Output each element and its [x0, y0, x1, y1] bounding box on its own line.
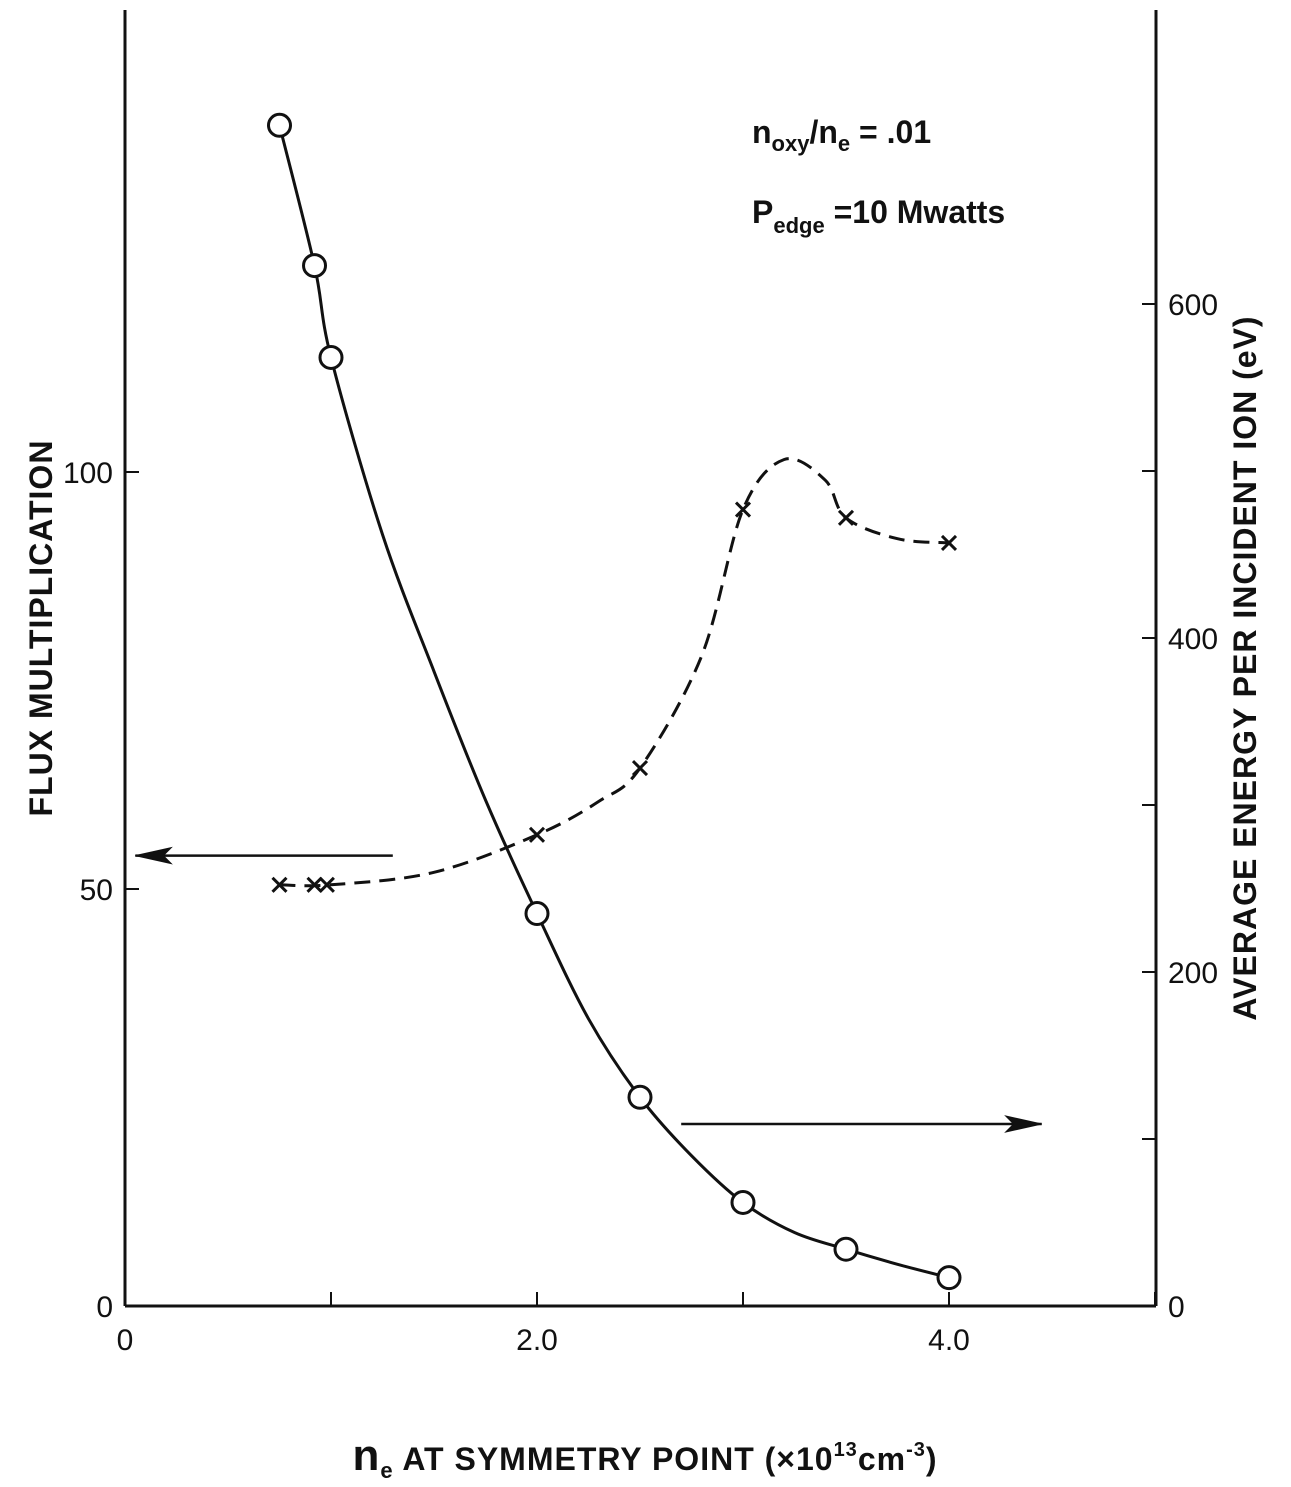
annotation-edge-power: Pedge =10 Mwatts	[752, 194, 1005, 238]
x-tick-label-2: 2.0	[516, 1324, 558, 1357]
anno-p: P	[752, 194, 773, 230]
arrow-0-head	[135, 846, 173, 865]
y-left-tick-label-1: 50	[80, 874, 113, 907]
anno-ratio-value: = .01	[850, 114, 931, 150]
x-axis-title-exp2: -3	[906, 1439, 926, 1461]
series-1-point-7	[936, 1265, 962, 1291]
y-right-tick-label-0: 0	[1168, 1291, 1185, 1324]
series-0-point-4	[631, 760, 649, 777]
series-1-point-4	[627, 1084, 653, 1110]
series-0-point-6	[837, 509, 855, 526]
series-markers	[267, 112, 962, 1291]
x-axis-title-exp1: 13	[834, 1439, 858, 1461]
anno-oxy-sub: oxy	[772, 131, 811, 156]
axis-arrows	[135, 846, 1042, 1133]
x-axis-title-unit: cm	[858, 1441, 906, 1477]
series-1-point-0	[267, 112, 292, 138]
y-right-axis-title: AVERAGE ENERGY PER INCIDENT ION (eV)	[1227, 315, 1263, 1020]
annotation-oxygen-ratio: noxy/ne = .01	[752, 114, 931, 156]
x-axis-title-text: AT SYMMETRY POINT (×10	[394, 1441, 834, 1477]
x-axis-title-close: )	[926, 1441, 938, 1477]
x-axis-title-sub: e	[380, 1458, 393, 1483]
series-0-point-0	[271, 876, 288, 893]
arrow-1-head	[1004, 1115, 1042, 1133]
anno-n: n	[752, 114, 772, 150]
anno-slash-n: /n	[809, 114, 837, 150]
x-ticks: 0 2.0 4.0	[117, 1292, 1156, 1357]
series-1-point-1	[302, 253, 328, 279]
series-1-point-6	[833, 1236, 859, 1262]
x-tick-label-0: 0	[117, 1324, 134, 1357]
y-left-ticks: 0 50 100	[63, 457, 139, 1324]
x-axis-title: ne AT SYMMETRY POINT (×1013cm-3)	[352, 1431, 937, 1483]
series-0-point-1	[306, 876, 323, 893]
series-curves	[278, 124, 950, 1280]
y-left-tick-label-0: 0	[96, 1291, 113, 1324]
series-0-curve	[279, 457, 950, 888]
series-0-point-7	[940, 534, 958, 551]
y-left-axis-title: FLUX MULTIPLICATION	[23, 440, 59, 817]
series-1-point-2	[318, 344, 344, 370]
y-left-tick-label-2: 100	[63, 457, 113, 490]
series-0-point-3	[528, 826, 546, 843]
series-0-point-2	[318, 876, 335, 893]
x-tick-label-4: 4.0	[928, 1324, 970, 1357]
anno-e-sub: e	[838, 131, 850, 156]
series-0-point-5	[734, 501, 752, 518]
x-axis-title-n: n	[352, 1431, 380, 1480]
y-right-tick-label-2: 200	[1168, 957, 1218, 990]
series-1-point-3	[524, 901, 550, 927]
anno-edge-sub: edge	[773, 213, 824, 238]
y-right-tick-label-4: 400	[1168, 623, 1218, 656]
y-right-tick-label-6: 600	[1168, 289, 1218, 322]
series-1-curve	[278, 124, 950, 1280]
y-right-ticks: 0 200 400 600	[1142, 289, 1218, 1324]
series-1-point-5	[730, 1189, 756, 1215]
anno-power-value: =10 Mwatts	[825, 194, 1006, 230]
